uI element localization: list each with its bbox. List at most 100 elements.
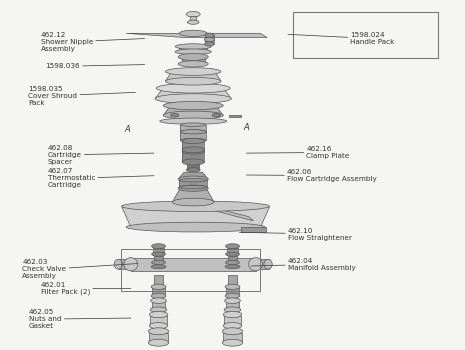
Text: 462.06
Flow Cartridge Assembly: 462.06 Flow Cartridge Assembly [246,169,377,182]
Text: 462.07
Thermostatic
Cartridge: 462.07 Thermostatic Cartridge [47,168,154,188]
Bar [191,16,196,22]
Ellipse shape [149,323,168,329]
Ellipse shape [226,244,239,248]
Polygon shape [193,203,253,221]
Bar [227,247,238,253]
Polygon shape [173,190,214,202]
Ellipse shape [114,259,122,269]
Ellipse shape [178,176,208,182]
Ellipse shape [222,339,243,346]
Ellipse shape [159,118,227,124]
Ellipse shape [151,293,166,299]
Text: 1598.036: 1598.036 [45,63,145,69]
Bar [240,228,266,232]
Bar [179,180,207,187]
Text: A: A [244,122,249,132]
Text: 462.01
Filter Pack (2): 462.01 Filter Pack (2) [40,282,131,295]
Ellipse shape [186,12,200,17]
Text: 462.08
Cartridge
Spacer: 462.08 Cartridge Spacer [47,145,154,165]
Polygon shape [126,33,267,37]
Ellipse shape [182,159,204,165]
Text: 462.16
Clamp Plate: 462.16 Clamp Plate [246,146,350,159]
Bar [228,275,237,285]
Ellipse shape [163,111,223,119]
Ellipse shape [179,178,207,182]
Bar [182,150,204,162]
Polygon shape [121,206,270,228]
Bar [118,259,127,269]
Ellipse shape [179,30,207,36]
Ellipse shape [225,284,240,289]
Ellipse shape [180,138,206,142]
Ellipse shape [180,130,206,133]
Ellipse shape [151,284,166,289]
Ellipse shape [249,258,263,271]
Bar [205,35,214,44]
Ellipse shape [156,83,230,93]
Ellipse shape [223,312,242,318]
Ellipse shape [187,20,199,24]
Ellipse shape [126,222,265,232]
Ellipse shape [175,49,211,55]
Bar [226,301,239,309]
Polygon shape [155,88,232,99]
Bar [154,256,163,261]
Text: 462.10
Flow Straightener: 462.10 Flow Straightener [239,228,352,240]
Bar [179,47,207,51]
Ellipse shape [178,54,208,61]
Text: 1598.035
Cover Shroud
Pack: 1598.035 Cover Shroud Pack [28,86,135,106]
Ellipse shape [148,339,169,346]
Bar [180,125,206,132]
Ellipse shape [149,312,168,318]
Text: 462.12
Shower Nipple
Assembly: 462.12 Shower Nipple Assembly [40,32,145,52]
Ellipse shape [182,147,204,153]
Ellipse shape [150,307,167,313]
Ellipse shape [180,130,206,134]
Bar [292,13,438,58]
Text: 462.04
Manifold Assembly: 462.04 Manifold Assembly [251,258,356,271]
Ellipse shape [175,44,211,49]
Bar [153,247,164,253]
Bar [259,259,269,269]
Bar [187,161,199,170]
Ellipse shape [155,94,232,104]
Text: 1598.024
Handle Pack: 1598.024 Handle Pack [288,32,395,45]
Ellipse shape [173,198,214,206]
Polygon shape [166,72,221,81]
Ellipse shape [205,33,214,37]
Bar [182,58,205,63]
Ellipse shape [178,61,208,67]
Ellipse shape [212,113,220,117]
Ellipse shape [226,252,239,256]
Polygon shape [178,172,208,179]
Bar [149,333,168,341]
Ellipse shape [182,149,204,154]
Ellipse shape [205,42,214,46]
Bar [229,114,240,117]
Bar [182,141,204,152]
Bar [180,132,206,140]
Ellipse shape [171,113,179,117]
Ellipse shape [151,298,166,303]
Ellipse shape [224,307,241,313]
Text: 462.05
Nuts and
Gasket: 462.05 Nuts and Gasket [29,309,131,329]
Bar [228,256,237,261]
Ellipse shape [225,265,240,269]
Ellipse shape [225,298,240,303]
Ellipse shape [223,323,242,329]
Ellipse shape [121,201,270,211]
Ellipse shape [148,328,169,335]
Bar [152,288,165,294]
Ellipse shape [166,77,221,85]
Bar [131,258,256,271]
Ellipse shape [186,168,200,172]
Bar [150,316,167,324]
Bar [154,275,163,285]
Text: 462.03
Check Valve
Assembly: 462.03 Check Valve Assembly [22,259,138,279]
Ellipse shape [222,328,243,335]
Bar [226,288,239,294]
Ellipse shape [152,260,166,265]
Polygon shape [163,106,223,116]
Ellipse shape [180,123,206,126]
Ellipse shape [152,252,166,256]
